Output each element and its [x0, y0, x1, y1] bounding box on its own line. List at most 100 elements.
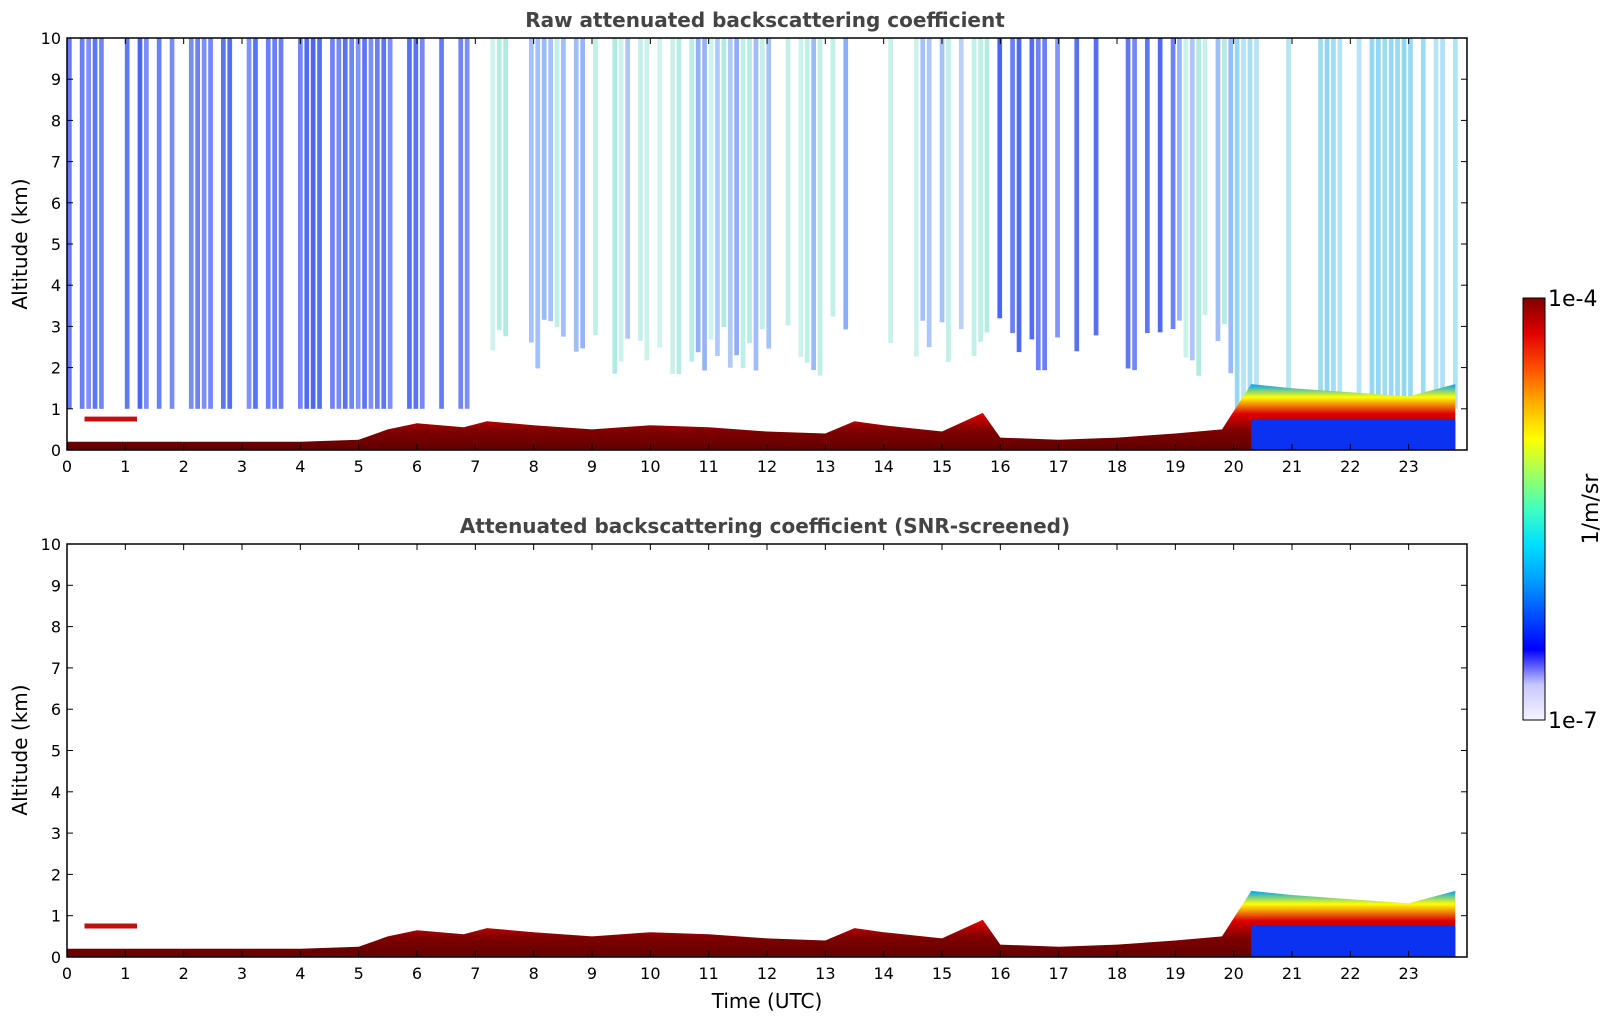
noise-streak — [1010, 38, 1015, 334]
noise-streak — [407, 38, 412, 409]
bottom-plot-background — [67, 544, 1467, 957]
noise-streak — [195, 38, 200, 409]
noise-streak — [458, 38, 464, 409]
noise-streak — [1035, 38, 1041, 371]
noise-streak — [1420, 38, 1426, 409]
noise-streak — [1183, 38, 1189, 358]
x-tick-label: 23 — [1398, 964, 1418, 983]
noise-streak — [156, 38, 162, 409]
noise-streak — [689, 38, 695, 362]
noise-streak — [355, 38, 361, 409]
noise-streak — [1388, 38, 1394, 409]
y-tick-label: 10 — [41, 29, 61, 48]
x-tick-label: 20 — [1223, 964, 1243, 983]
y-tick-label: 8 — [51, 111, 61, 130]
lower-layer-signal — [1251, 926, 1456, 957]
noise-streak — [997, 38, 1003, 319]
noise-streak — [362, 38, 367, 409]
x-tick-label: 3 — [237, 457, 247, 476]
x-tick-label: 22 — [1340, 964, 1360, 983]
y-tick-label: 5 — [51, 235, 61, 254]
noise-streak — [227, 38, 233, 409]
top-y-axis: 0 1 2 3 4 5 6 7 8 9 10 — [41, 29, 1467, 460]
noise-streak — [1125, 38, 1131, 369]
y-tick-label: 9 — [51, 576, 61, 595]
noise-streak — [1055, 38, 1060, 338]
y-tick-label: 7 — [51, 153, 61, 172]
x-tick-label: 14 — [873, 964, 893, 983]
noise-streak — [920, 38, 926, 321]
y-tick-label: 6 — [51, 700, 61, 719]
noise-streak — [124, 38, 130, 409]
noise-streak — [310, 38, 316, 409]
noise-streak — [1093, 38, 1099, 336]
noise-streak — [702, 38, 707, 371]
noise-streak — [1157, 38, 1163, 333]
noise-streak — [708, 38, 714, 340]
x-tick-label: 22 — [1340, 457, 1360, 476]
noise-streak — [317, 38, 322, 409]
x-tick-label: 12 — [757, 964, 777, 983]
noise-streak — [368, 38, 374, 409]
y-tick-label: 7 — [51, 659, 61, 678]
noise-streak — [760, 38, 765, 330]
x-tick-label: 7 — [470, 457, 480, 476]
noise-streak — [1042, 38, 1047, 371]
noise-streak — [278, 38, 284, 409]
noise-streak — [1145, 38, 1150, 333]
x-tick-label: 9 — [587, 964, 597, 983]
x-tick-label: 9 — [587, 457, 597, 476]
x-tick-label: 5 — [354, 964, 364, 983]
y-tick-label: 1 — [51, 400, 61, 419]
noise-streak — [439, 38, 444, 409]
noise-streak — [625, 38, 630, 339]
x-tick-label: 8 — [529, 964, 539, 983]
noise-streak — [1234, 38, 1240, 409]
bottom-y-axis-label: Altitude (km) — [8, 684, 32, 815]
y-tick-label: 8 — [51, 618, 61, 637]
x-tick-label: 4 — [295, 964, 305, 983]
x-tick-label: 5 — [354, 457, 364, 476]
noise-streak — [304, 38, 310, 409]
noise-streak — [1202, 38, 1208, 315]
noise-streak — [86, 38, 91, 409]
noise-streak — [137, 38, 143, 409]
noise-streak — [99, 38, 104, 409]
noise-streak — [734, 38, 739, 356]
noise-streak — [169, 38, 175, 409]
noise-streak — [740, 38, 746, 369]
noise-streak — [888, 38, 893, 343]
noise-streak — [695, 38, 701, 353]
noise-streak — [349, 38, 354, 409]
x-tick-label: 12 — [757, 457, 777, 476]
bottom-boundary-layer — [67, 890, 1456, 957]
x-tick-label: 7 — [470, 964, 480, 983]
noise-streak — [946, 38, 951, 362]
noise-streak — [715, 38, 720, 356]
noise-streak — [1376, 38, 1381, 409]
x-tick-label: 3 — [237, 964, 247, 983]
bottom-panel-title: Attenuated backscattering coefficient (S… — [460, 514, 1070, 538]
noise-streak — [67, 38, 72, 409]
x-tick-label: 2 — [179, 457, 189, 476]
x-tick-label: 17 — [1048, 964, 1068, 983]
x-tick-label: 13 — [815, 964, 835, 983]
elevated-layer-signal — [84, 416, 137, 422]
x-tick-label: 23 — [1398, 457, 1418, 476]
noise-streak — [1382, 38, 1388, 409]
noise-streak — [1324, 38, 1330, 409]
noise-streak — [381, 38, 387, 409]
y-tick-label: 6 — [51, 194, 61, 213]
noise-streak — [1318, 38, 1323, 409]
noise-streak — [785, 38, 791, 326]
noise-streak — [1369, 38, 1375, 409]
top-y-axis-label: Altitude (km) — [8, 178, 32, 309]
top-noise-layer — [67, 38, 1458, 409]
x-tick-label: 10 — [640, 964, 660, 983]
noise-streak — [843, 38, 849, 330]
y-tick-label: 0 — [51, 441, 61, 460]
x-tick-label: 19 — [1165, 964, 1185, 983]
y-tick-label: 1 — [51, 907, 61, 926]
noise-streak — [253, 38, 258, 409]
